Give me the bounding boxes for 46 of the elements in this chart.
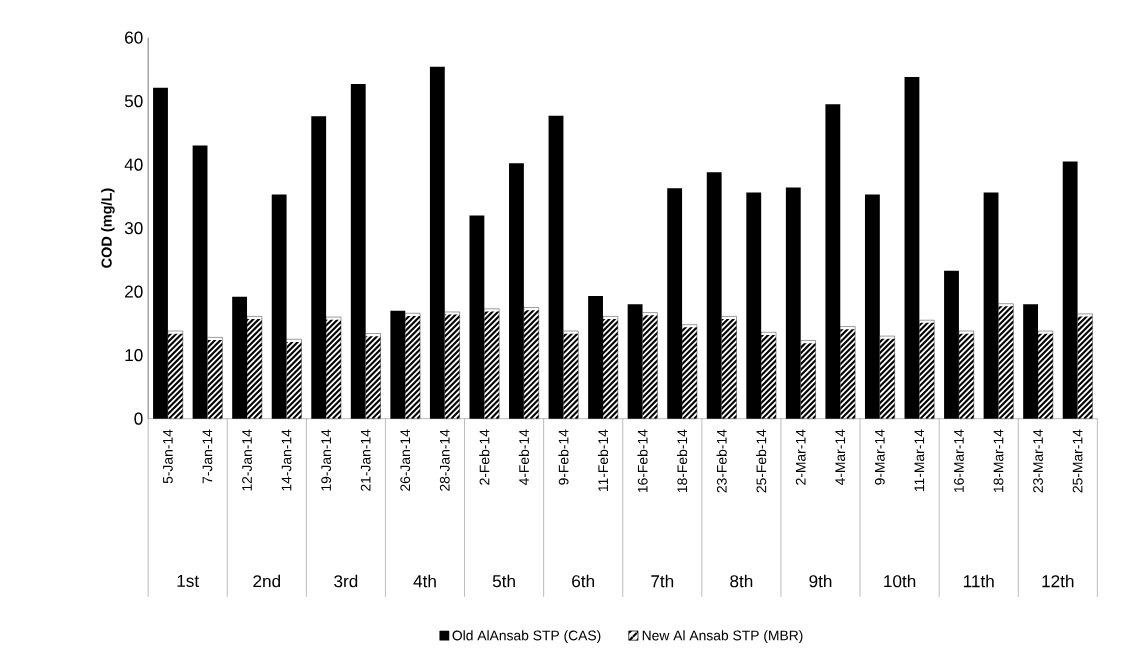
y-tick-label: 40 — [124, 158, 143, 171]
x-tick-label: 9-Mar-14 — [874, 429, 885, 485]
text: 3rd — [334, 574, 358, 588]
legend-label: New Al Ansab STP (MBR) — [642, 630, 803, 644]
text: 4th — [413, 574, 436, 588]
text: 11th — [963, 574, 994, 588]
x-tick-label: 19-Jan-14 — [321, 429, 332, 491]
x-tick-label: 16-Feb-14 — [637, 429, 648, 493]
x-tick-label: 4-Mar-14 — [835, 429, 846, 486]
y-tick-label: 0 — [134, 412, 143, 425]
x-tick-label: 18-Feb-14 — [676, 429, 688, 493]
text: 6th — [572, 574, 595, 588]
text: 2nd — [253, 574, 281, 588]
x-tick-label: 25-Feb-14 — [756, 429, 767, 493]
text: 8th — [730, 574, 753, 588]
y-tick-label: 30 — [124, 222, 143, 235]
x-tick-label: 2-Mar-14 — [795, 429, 806, 485]
x-tick-label: 16-Mar-14 — [954, 429, 964, 492]
x-tick-label: 9-Feb-14 — [558, 429, 569, 485]
x-tick-label: 7-Jan-14 — [202, 429, 213, 484]
text: 1st — [177, 574, 200, 587]
x-tick-label: 5-Jan-14 — [163, 429, 173, 484]
x-tick-label: 28-Jan-14 — [439, 429, 450, 491]
x-tick-label: 21-Jan-14 — [360, 429, 371, 491]
legend-label: Old AlAnsab STP (CAS) — [452, 630, 601, 644]
x-tick-label: 26-Jan-14 — [400, 429, 411, 491]
y-tick-label: 20 — [125, 285, 143, 298]
text: 10th — [884, 574, 916, 588]
x-tick-label: 2-Feb-14 — [479, 429, 490, 485]
y-tick-label: 10 — [125, 349, 143, 362]
x-tick-label: 4-Feb-14 — [518, 429, 529, 486]
text: 5th — [492, 574, 515, 588]
text: 7th — [651, 574, 674, 588]
y-axis-title: COD (mg/L) — [101, 188, 115, 268]
x-tick-label: 23-Mar-14 — [1033, 429, 1043, 493]
text: 9th — [809, 574, 832, 588]
x-tick-label: 11-Feb-14 — [597, 429, 609, 491]
x-tick-label: 18-Mar-14 — [993, 429, 1004, 492]
text: 12th — [1042, 574, 1074, 588]
x-tick-label: 11-Mar-14 — [914, 429, 925, 491]
x-tick-label: 25-Mar-14 — [1072, 429, 1083, 493]
y-tick-label: 60 — [125, 31, 143, 44]
x-tick-label: 12-Jan-14 — [242, 429, 252, 491]
x-tick-label: 23-Feb-14 — [716, 429, 727, 493]
y-tick-label: 50 — [124, 94, 143, 108]
x-tick-label: 14-Jan-14 — [281, 429, 292, 491]
